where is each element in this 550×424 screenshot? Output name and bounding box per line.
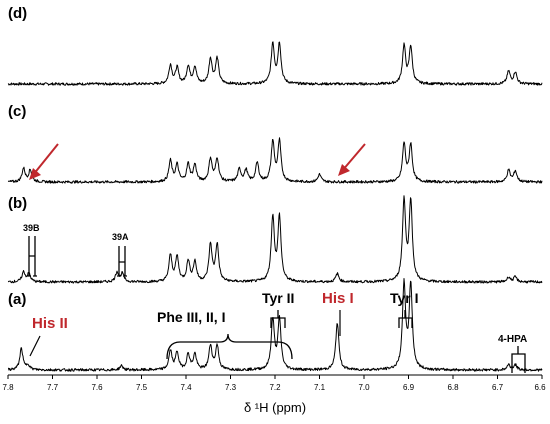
x-tick-label: 7.1 (314, 383, 326, 392)
x-tick-label: 6.6 (534, 383, 546, 392)
x-tick-label: 7.2 (269, 383, 281, 392)
panel-label-a: (a) (8, 291, 26, 308)
annotation-39a: 39A (112, 232, 129, 277)
x-tick-label: 7.3 (225, 383, 237, 392)
annotation-his-ii: His II (32, 315, 68, 332)
spectrum-trace-a (8, 278, 543, 372)
x-tick-label: 6.8 (447, 383, 459, 392)
x-tick-label: 7.8 (2, 383, 14, 392)
annotation-39b-bracket (27, 236, 37, 277)
arrow-c-left (29, 143, 59, 180)
x-tick-label: 6.7 (492, 383, 504, 392)
annotation-tyr-ii: Tyr II (262, 290, 294, 306)
x-tick-label: 7.6 (91, 383, 103, 392)
panel-label-d: (d) (8, 5, 27, 22)
spectrum-trace-b (7, 195, 543, 284)
annotation-tyr-i: Tyr I (390, 290, 419, 306)
panel-label-b: (b) (8, 195, 27, 212)
annotation-phe: Phe III, II, I (157, 309, 225, 325)
x-tick-label: 7.7 (47, 383, 59, 392)
annotation-tyr-ii-bracket (270, 310, 286, 328)
annotation-his-i: His I (322, 290, 354, 307)
x-tick-label: 7.0 (358, 383, 370, 392)
annotation-39a-bracket (117, 246, 127, 277)
x-axis-title: δ ¹H (ppm) (244, 400, 306, 415)
annotation-4hpa: 4-HPA (498, 334, 527, 345)
annotation-phe-brace (166, 333, 293, 360)
annotation-39b-label: 39B (23, 223, 40, 233)
x-tick-label: 6.9 (403, 383, 415, 392)
spectrum-trace-c (7, 137, 543, 184)
annotation-39b: 39B (23, 223, 40, 277)
annotation-39a-label: 39A (112, 232, 129, 242)
arrow-c-right (338, 143, 366, 176)
x-tick-label: 7.5 (136, 383, 148, 392)
x-ticks: 7.8 7.7 7.6 7.5 7.4 7.3 7.2 7.1 7.0 6.9 6.8 6.7 6.6 (2, 375, 546, 392)
annotation-his-ii-line (29, 335, 41, 357)
annotation-tyr-i-bracket (398, 310, 413, 328)
spectrum-trace-d (7, 41, 543, 86)
panel-label-c: (c) (8, 103, 26, 120)
x-tick-label: 7.4 (180, 383, 192, 392)
x-axis: 7.8 7.7 7.6 7.5 7.4 7.3 7.2 7.1 7.0 6.9 6.8 6.7 6.6 … (2, 374, 546, 415)
annotation-4hpa-box (511, 346, 526, 373)
spectra-group (7, 41, 543, 372)
